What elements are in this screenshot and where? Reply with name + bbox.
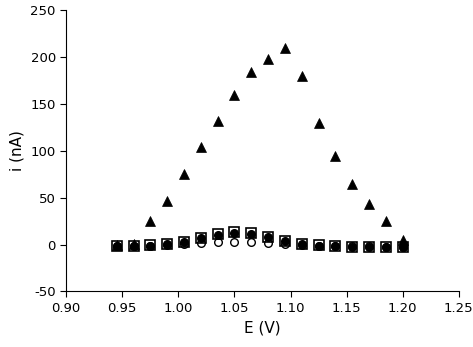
X-axis label: E (V): E (V) bbox=[244, 320, 281, 336]
Y-axis label: i (nA): i (nA) bbox=[10, 130, 25, 171]
